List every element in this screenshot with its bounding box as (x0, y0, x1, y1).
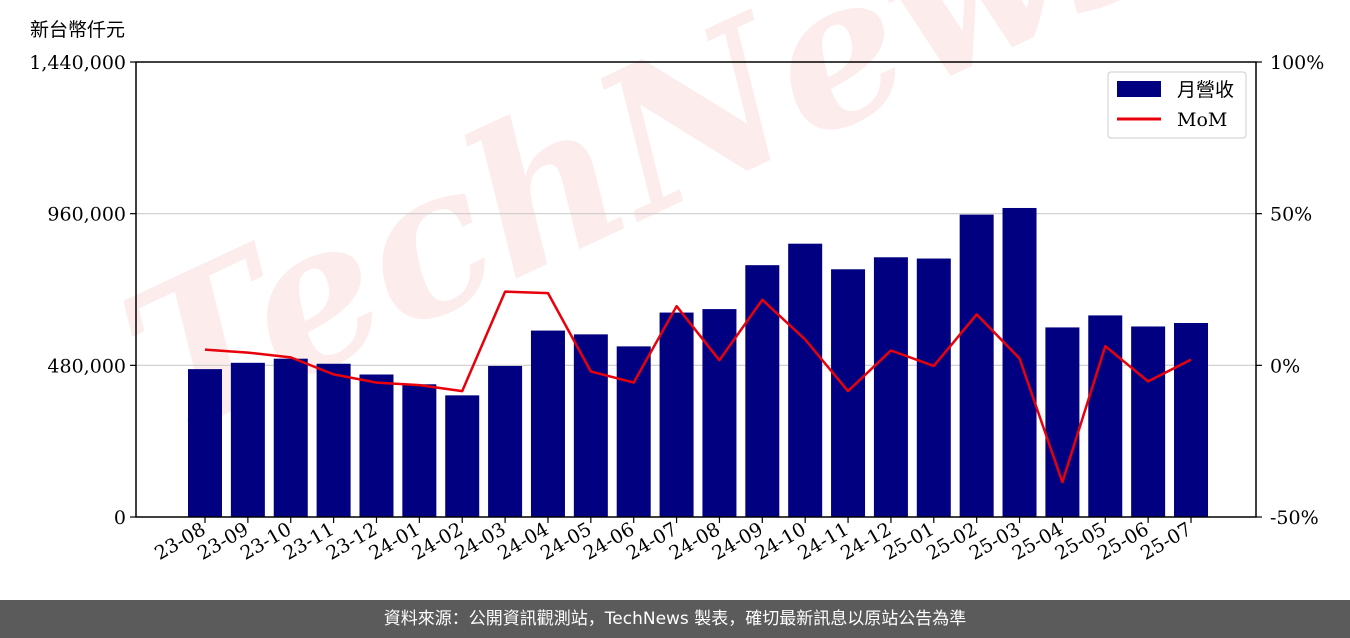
revenue-bar (359, 374, 394, 517)
revenue-bar (873, 257, 908, 517)
revenue-bar (402, 384, 437, 517)
y-left-tick-label: 480,000 (47, 355, 126, 377)
y-left-tick-label: 0 (114, 507, 126, 529)
revenue-bar (788, 243, 823, 517)
revenue-bar (616, 346, 651, 517)
revenue-bar (488, 365, 523, 517)
mom-line (204, 290, 1192, 484)
revenue-bar (1002, 207, 1037, 517)
y-right-tick-label: 0% (1270, 355, 1300, 377)
revenue-bar (573, 334, 608, 517)
y-right-tick-label: 50% (1270, 204, 1312, 226)
revenue-bar (745, 265, 780, 517)
revenue-bar (530, 330, 565, 517)
revenue-bar (230, 362, 265, 517)
revenue-bar (1045, 327, 1080, 517)
revenue-chart: TechNews 0480,000960,0001,440,000-50%0%5… (29, 0, 1324, 565)
revenue-bar (1174, 322, 1209, 517)
plot-frame (135, 61, 1257, 518)
source-footer: 資料來源：公開資訊觀測站，TechNews 製表，確切最新訊息以原站公告為準 (0, 600, 1350, 638)
revenue-bar (916, 258, 951, 517)
revenue-bar (831, 269, 866, 517)
revenue-bar (316, 363, 351, 517)
revenue-bar (445, 395, 480, 517)
chart-area: TechNews 0 480,000 960,000 1,440,000 -50% 0% 5… (29, 0, 1324, 565)
revenue-bar (188, 369, 222, 517)
x-tick-label: 25-07 (1137, 518, 1195, 564)
unit-label: 新台幣仟元 (30, 19, 126, 41)
revenue-bar (959, 214, 994, 518)
revenue-bar (702, 309, 737, 517)
revenue-bar (273, 358, 308, 517)
legend-label-revenue: 月營收 (1177, 79, 1234, 101)
legend-swatch-revenue (1117, 81, 1161, 97)
y-left-tick-label: 960,000 (47, 204, 126, 226)
y-right-tick-label: 100% (1270, 52, 1324, 74)
revenue-bar (1131, 326, 1166, 517)
legend-label-mom: MoM (1177, 109, 1227, 131)
revenue-bar (659, 312, 694, 517)
y-right-tick-label: -50% (1270, 507, 1319, 529)
y-left-tick-label: 1,440,000 (29, 52, 126, 74)
